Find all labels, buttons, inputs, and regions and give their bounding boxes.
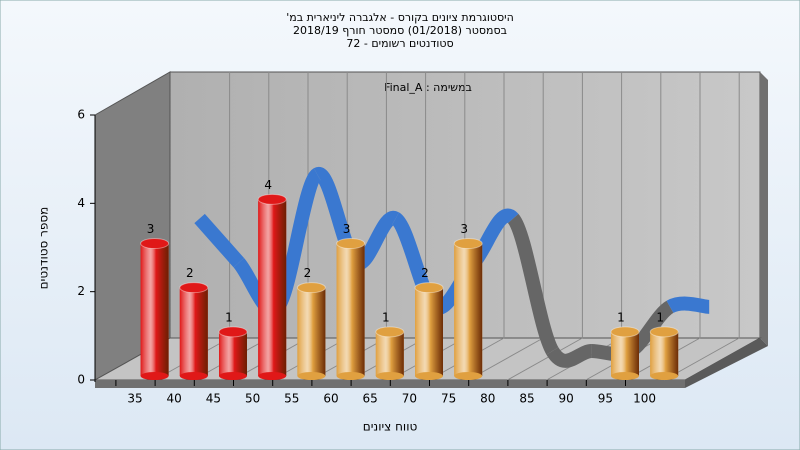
bar-top	[257, 193, 287, 205]
bar-bottom	[179, 372, 208, 380]
x-tick-label: 70	[402, 392, 417, 406]
bar-bottom	[258, 372, 287, 380]
y-tick-label: 4	[77, 196, 85, 210]
bar-top	[453, 238, 483, 249]
value-label: 2	[186, 266, 194, 280]
bar-bottom	[415, 372, 443, 380]
x-tick-label: 100	[633, 392, 656, 406]
chart-subtitle: סטודנטים רשומים - 72	[346, 37, 453, 50]
bar-top	[140, 238, 170, 249]
y-tick-label: 6	[77, 108, 85, 122]
value-label: 3	[147, 222, 155, 236]
x-tick-label: 35	[127, 392, 142, 406]
grid-line	[507, 337, 583, 381]
bar-shade	[454, 243, 483, 376]
x-tick-label: 45	[206, 392, 221, 406]
bar-top	[296, 282, 326, 294]
bar-top	[336, 238, 366, 249]
y-tick-label: 0	[77, 373, 85, 387]
value-label: 1	[617, 310, 625, 324]
bar-top	[179, 282, 209, 294]
annotation: במשימה : Final_A	[384, 81, 472, 94]
value-label: 1	[225, 310, 233, 324]
bar-bottom	[219, 372, 247, 380]
x-tick-label: 80	[480, 392, 495, 406]
bar-shade	[375, 331, 404, 376]
bar-shade	[219, 331, 247, 376]
bar-bottom	[140, 372, 169, 380]
bar-shade	[650, 331, 679, 376]
x-axis-label: טווח ציונים	[363, 420, 418, 434]
bar-bottom	[454, 372, 483, 380]
bar-shade	[258, 199, 287, 376]
x-tick-label: 85	[519, 392, 534, 406]
bar-shade	[297, 287, 326, 376]
bar-top	[218, 326, 248, 338]
bar-bottom	[336, 372, 365, 380]
value-label: 3	[460, 222, 468, 236]
bar-top	[649, 326, 679, 338]
floor-edge	[685, 338, 768, 388]
bar-bottom	[650, 372, 679, 380]
bar-bottom	[611, 372, 639, 380]
value-label: 1	[656, 310, 664, 324]
x-tick-label: 40	[167, 392, 182, 406]
x-tick-label: 75	[441, 392, 456, 406]
value-label: 3	[343, 222, 351, 236]
x-tick-label: 55	[284, 392, 299, 406]
bar-shade	[415, 287, 443, 376]
x-tick-label: 60	[323, 392, 338, 406]
chart-subtitle: בסמסטר (01/2018) סמסטר חורף 2018/19	[293, 24, 507, 37]
bar-shade	[611, 331, 639, 376]
x-tick-label: 65	[363, 392, 378, 406]
ribbon	[546, 344, 593, 368]
x-tick-label: 95	[598, 392, 613, 406]
value-label: 2	[421, 266, 429, 280]
bar-bottom	[297, 372, 326, 380]
chart-title: היסטוגרמת ציונים בקורס - אלגברה ליניארית…	[286, 11, 514, 24]
bar-shade	[336, 243, 365, 376]
bar-top	[375, 326, 405, 338]
value-label: 4	[264, 178, 272, 192]
value-label: 2	[304, 266, 312, 280]
bar-shade	[140, 243, 169, 376]
bar-shade	[179, 287, 208, 376]
bar-bottom	[375, 372, 404, 380]
value-label: 1	[382, 310, 390, 324]
y-tick-label: 2	[77, 284, 85, 298]
ribbon	[507, 213, 559, 355]
bar-top	[610, 326, 640, 338]
x-tick-label: 50	[245, 392, 260, 406]
wall-edge	[760, 72, 768, 346]
y-axis-label: מספר סטודנטים	[37, 207, 51, 290]
ribbon	[194, 213, 245, 268]
ribbon	[666, 296, 710, 314]
x-tick-label: 90	[559, 392, 574, 406]
bar-top	[414, 282, 444, 294]
